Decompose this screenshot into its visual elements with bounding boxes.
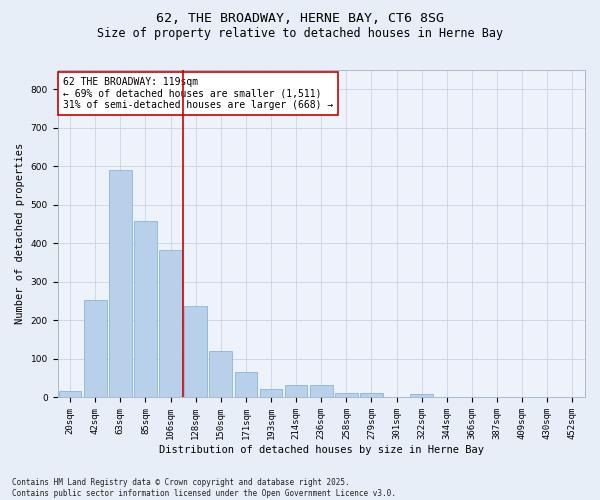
Bar — [310, 385, 332, 398]
Bar — [360, 393, 383, 398]
Bar — [209, 351, 232, 398]
Y-axis label: Number of detached properties: Number of detached properties — [15, 143, 25, 324]
X-axis label: Distribution of detached houses by size in Herne Bay: Distribution of detached houses by size … — [159, 445, 484, 455]
Bar — [184, 306, 207, 398]
Bar — [285, 385, 307, 398]
Text: 62 THE BROADWAY: 119sqm
← 69% of detached houses are smaller (1,511)
31% of semi: 62 THE BROADWAY: 119sqm ← 69% of detache… — [63, 76, 333, 110]
Bar — [84, 300, 107, 398]
Bar — [59, 390, 82, 398]
Bar — [235, 372, 257, 398]
Bar — [159, 250, 182, 398]
Bar — [260, 389, 283, 398]
Bar — [335, 393, 358, 398]
Bar — [109, 170, 131, 398]
Bar — [410, 394, 433, 398]
Bar — [134, 222, 157, 398]
Text: Contains HM Land Registry data © Crown copyright and database right 2025.
Contai: Contains HM Land Registry data © Crown c… — [12, 478, 396, 498]
Text: 62, THE BROADWAY, HERNE BAY, CT6 8SG: 62, THE BROADWAY, HERNE BAY, CT6 8SG — [156, 12, 444, 26]
Text: Size of property relative to detached houses in Herne Bay: Size of property relative to detached ho… — [97, 28, 503, 40]
